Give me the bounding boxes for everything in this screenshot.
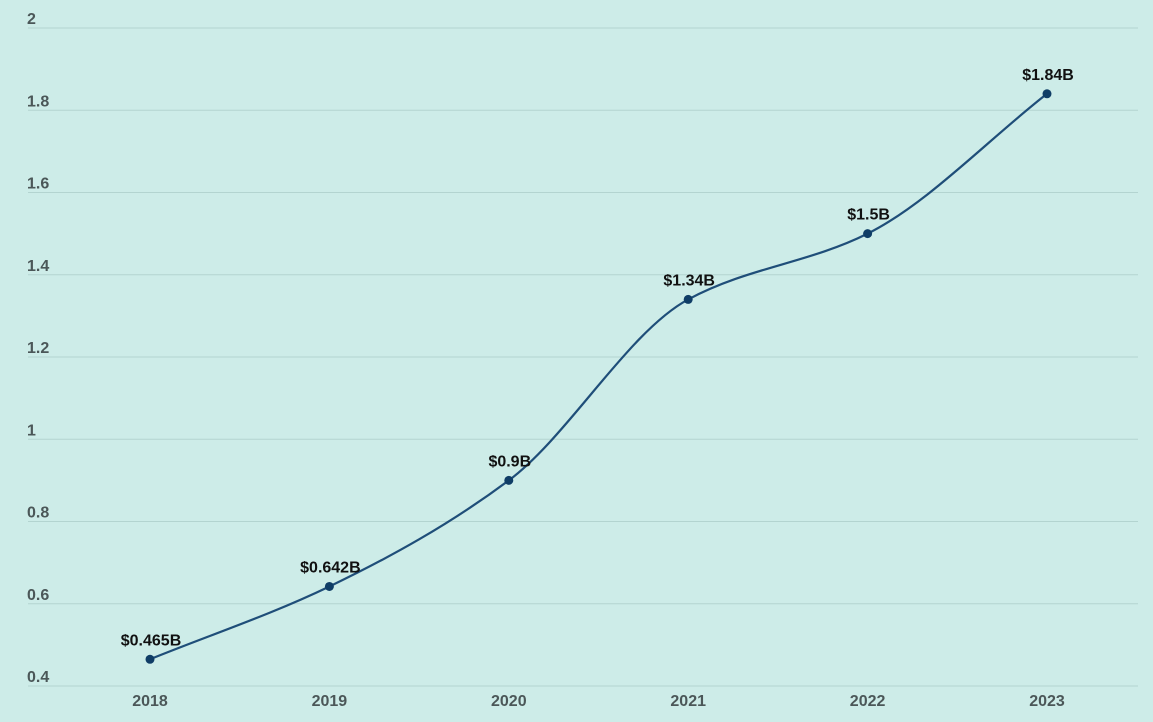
data-point bbox=[863, 229, 873, 239]
grid-lines bbox=[28, 27, 1138, 687]
x-axis: 2018 2019 2020 2021 2022 2023 bbox=[132, 693, 1065, 710]
y-tick-label: 2 bbox=[27, 11, 36, 28]
series-line bbox=[149, 92, 1048, 661]
y-tick-label: 1.2 bbox=[27, 340, 49, 357]
series bbox=[149, 92, 1048, 661]
x-tick-label: 2022 bbox=[850, 693, 886, 710]
data-label: $1.34B bbox=[663, 272, 715, 289]
y-tick-label: 0.4 bbox=[27, 669, 49, 686]
data-label: $0.465B bbox=[121, 632, 182, 649]
data-label: $1.5B bbox=[847, 207, 890, 224]
data-points bbox=[145, 89, 1052, 664]
y-tick-label: 1 bbox=[27, 422, 36, 439]
x-tick-label: 2020 bbox=[491, 693, 527, 710]
data-label: $1.84B bbox=[1022, 67, 1074, 84]
y-tick-label: 0.6 bbox=[27, 587, 49, 604]
data-label: $0.642B bbox=[300, 559, 361, 576]
data-point bbox=[683, 294, 693, 304]
x-tick-label: 2023 bbox=[1029, 693, 1065, 710]
x-tick-label: 2018 bbox=[132, 693, 168, 710]
y-tick-label: 0.8 bbox=[27, 505, 49, 522]
y-tick-label: 1.4 bbox=[27, 258, 49, 275]
data-label: $0.9B bbox=[488, 453, 531, 470]
data-point bbox=[1042, 89, 1052, 99]
y-tick-label: 1.6 bbox=[27, 176, 49, 193]
x-tick-label: 2019 bbox=[312, 693, 348, 710]
data-labels: $0.465B $0.642B $0.9B $1.34B $1.5B $1.84B bbox=[121, 67, 1074, 649]
data-point bbox=[324, 581, 334, 591]
data-point bbox=[504, 475, 514, 485]
y-axis: 0.4 0.6 0.8 1 1.2 1.4 1.6 1.8 2 bbox=[27, 11, 49, 686]
data-point bbox=[145, 654, 155, 664]
y-tick-label: 1.8 bbox=[27, 93, 49, 110]
x-tick-label: 2021 bbox=[670, 693, 706, 710]
